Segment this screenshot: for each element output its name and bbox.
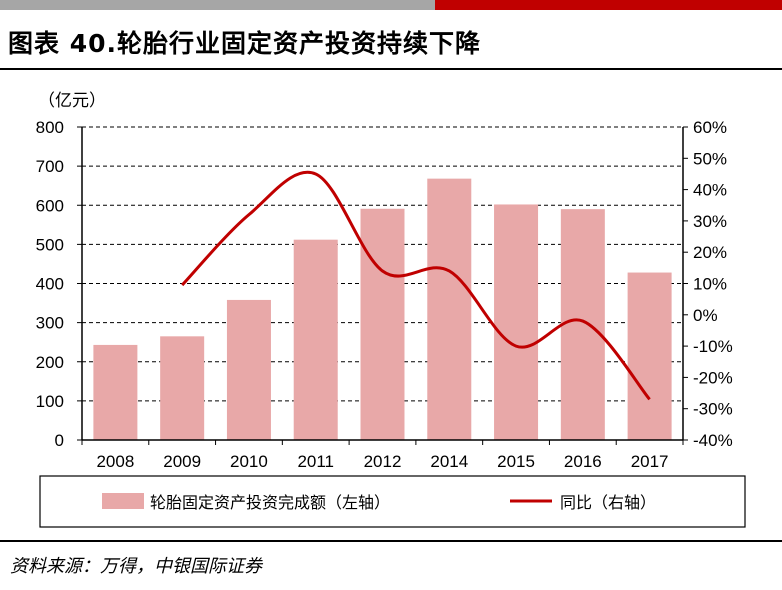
bar-2016 — [560, 209, 605, 440]
left-tick-label: 700 — [36, 157, 64, 176]
source-note: 资料来源：万得，中银国际证券 — [10, 556, 262, 577]
bar-2010 — [226, 299, 271, 440]
title-divider — [0, 68, 782, 70]
right-tick-label: 60% — [693, 118, 727, 137]
right-tick-label: -20% — [693, 368, 733, 387]
left-tick-label: 0 — [55, 431, 64, 450]
right-tick-label: 0% — [693, 306, 718, 325]
bar-2015 — [494, 204, 539, 440]
bar-2009 — [160, 336, 205, 440]
left-tick-label: 400 — [36, 275, 64, 294]
right-tick-label: -10% — [693, 337, 733, 356]
x-tick-label: 2012 — [364, 452, 402, 471]
bar-2017 — [627, 272, 672, 440]
x-tick-label: 2008 — [96, 452, 134, 471]
left-tick-label: 300 — [36, 314, 64, 333]
x-tick-label: 2011 — [297, 452, 334, 471]
chart-title: 图表 40.轮胎行业固定资产投资持续下降 — [8, 29, 481, 58]
yoy-line — [181, 170, 651, 401]
x-tick-label: 2014 — [430, 452, 468, 471]
left-tick-label: 800 — [36, 118, 64, 137]
right-tick-label: 50% — [693, 149, 727, 168]
right-tick-label: -40% — [693, 431, 733, 450]
legend-line-label: 同比（右轴） — [560, 494, 656, 512]
right-tick-label: 10% — [693, 275, 727, 294]
footer-divider — [0, 540, 782, 542]
bar-2012 — [360, 208, 405, 440]
x-tick-label: 2017 — [631, 452, 669, 471]
top-accent-red — [435, 0, 782, 10]
x-tick-label: 2009 — [163, 452, 201, 471]
bar-2011 — [293, 239, 338, 440]
unit-label: （亿元） — [38, 91, 106, 110]
left-tick-label: 500 — [36, 235, 64, 254]
right-tick-label: 40% — [693, 181, 727, 200]
x-tick-label: 2016 — [564, 452, 602, 471]
x-tick-label: 2010 — [230, 452, 268, 471]
bar-2008 — [93, 344, 138, 440]
legend-bar-swatch — [102, 493, 144, 509]
bar-2014 — [427, 178, 472, 440]
top-accent-grey — [0, 0, 435, 10]
right-tick-label: -30% — [693, 400, 733, 419]
top-accent-bar — [0, 0, 782, 10]
left-tick-label: 200 — [36, 353, 64, 372]
left-tick-label: 100 — [36, 392, 64, 411]
x-tick-label: 2015 — [497, 452, 535, 471]
legend-box — [39, 475, 746, 528]
legend-bar-label: 轮胎固定资产投资完成额（左轴） — [150, 494, 390, 512]
right-tick-label: 30% — [693, 212, 727, 231]
right-tick-label: 20% — [693, 243, 727, 262]
left-tick-label: 600 — [36, 196, 64, 215]
